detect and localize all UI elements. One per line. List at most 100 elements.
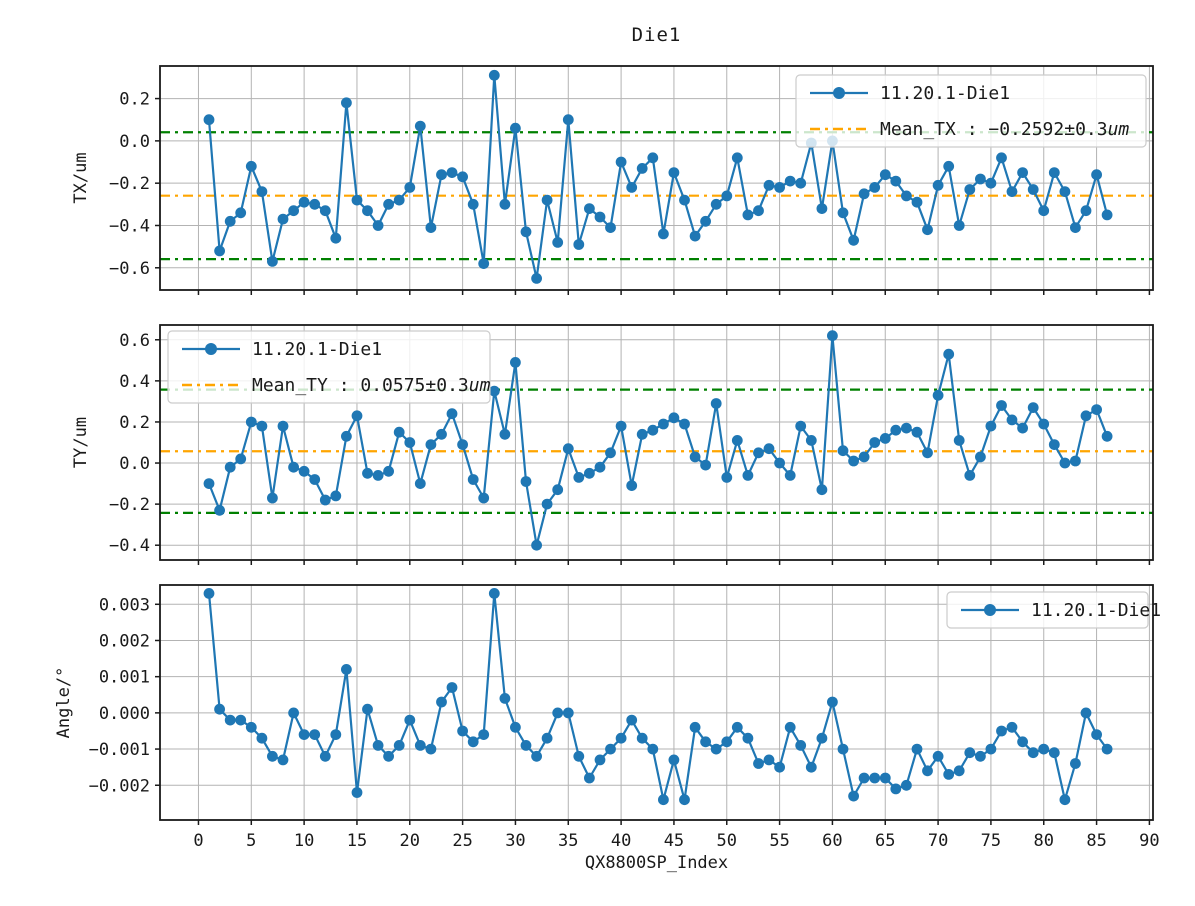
data-point-marker [848, 455, 859, 467]
data-point-marker [1006, 721, 1018, 733]
data-point-marker [911, 196, 923, 208]
data-point-marker [901, 422, 912, 434]
data-point-marker [488, 588, 500, 599]
data-point-marker [425, 743, 437, 755]
data-point-marker [245, 721, 257, 733]
data-point-marker [1027, 747, 1039, 759]
data-point-marker [436, 169, 447, 181]
legend-series-label: 11.20.1-Die1 [252, 339, 382, 360]
data-point-marker [795, 420, 807, 432]
data-point-marker [235, 207, 247, 219]
data-point-marker [784, 721, 796, 733]
data-point-marker [552, 707, 564, 719]
y-axis-label: Angle/° [54, 667, 74, 739]
data-point-marker [922, 224, 933, 236]
data-point-marker [330, 729, 342, 740]
data-point-marker [224, 714, 236, 726]
series-line [207, 334, 1109, 547]
x-tick-label: 5 [246, 831, 256, 851]
y-tick-label: 0.001 [99, 668, 150, 688]
data-point-marker [774, 457, 785, 469]
data-point-marker [573, 472, 585, 483]
axes-spines [159, 324, 1154, 561]
data-point-marker [319, 205, 331, 217]
data-point-marker [372, 740, 384, 751]
data-point-marker [436, 696, 447, 708]
data-point-marker [731, 435, 743, 446]
data-point-marker [1038, 205, 1050, 217]
data-point-marker [478, 729, 490, 740]
data-point-marker [319, 494, 331, 506]
data-point-marker [753, 447, 764, 459]
data-point-marker [404, 182, 416, 193]
axes-spines [159, 65, 1154, 291]
data-point-marker [996, 152, 1007, 164]
data-point-marker [520, 740, 532, 751]
data-point-marker [605, 222, 616, 234]
x-tick-label: 25 [452, 831, 472, 851]
data-point-marker [721, 472, 733, 483]
data-point-marker [911, 743, 923, 755]
data-point-marker [235, 714, 247, 726]
y-tick-label: −0.6 [109, 259, 150, 279]
data-point-marker [277, 420, 289, 432]
data-point-marker [383, 198, 394, 210]
data-point-marker [499, 198, 511, 210]
data-point-marker [879, 772, 891, 784]
legend-series-marker-sample [984, 604, 996, 616]
subplot-tyum: 0.6 0.4 0.2 0.0 −0.2 −0.4 TY/um 11.20.1-Die1 Mea… [71, 324, 1154, 565]
data-point-marker [309, 474, 321, 485]
x-tick-label: 10 [294, 831, 314, 851]
y-axis-label: TY/um [71, 417, 91, 468]
data-point-marker [531, 539, 542, 551]
data-point-marker [425, 222, 437, 234]
data-point-marker [562, 707, 574, 719]
data-point-marker [636, 732, 648, 744]
data-point-marker [414, 740, 426, 751]
data-point-marker [996, 400, 1007, 411]
data-point-marker [827, 330, 838, 342]
data-point-marker [615, 156, 627, 168]
data-point-marker [922, 765, 933, 777]
legend-mean-label: Mean_TX : −0.2592±0.3um [880, 119, 1129, 140]
data-point-marker [943, 160, 955, 172]
data-point-marker [457, 439, 468, 450]
data-point-marker [710, 398, 722, 409]
data-point-marker [552, 237, 564, 248]
data-point-marker [267, 256, 278, 267]
legend-mean-label: Mean_TY : 0.0575±0.3um [252, 375, 491, 396]
data-point-marker [1017, 736, 1028, 748]
data-point-marker [520, 476, 532, 487]
data-point-marker [351, 194, 363, 206]
data-point-marker [203, 114, 215, 126]
data-point-marker [467, 474, 479, 485]
data-point-marker [985, 177, 997, 189]
data-point-marker [975, 451, 986, 463]
data-point-marker [953, 435, 965, 446]
data-point-marker [478, 258, 490, 269]
data-point-marker [531, 750, 542, 762]
data-point-marker [1017, 167, 1028, 179]
data-point-marker [584, 203, 595, 215]
y-tick-label: −0.2 [109, 174, 150, 194]
data-point-marker [879, 169, 891, 181]
data-point-marker [478, 492, 490, 504]
data-point-marker [362, 703, 373, 715]
subplot-angle: 0.003 0.002 0.001 0.000 −0.001 −0.002 0 5 10 15 20… [54, 584, 1161, 873]
data-point-marker [277, 213, 289, 225]
x-tick-label: 40 [611, 831, 631, 851]
data-point-marker [964, 470, 976, 481]
x-tick-label: 0 [193, 831, 203, 851]
data-point-marker [298, 196, 310, 208]
data-point-marker [341, 97, 352, 109]
data-point-marker [784, 175, 796, 187]
y-tick-label: 0.003 [99, 595, 150, 615]
data-point-marker [869, 182, 881, 193]
data-point-marker [689, 230, 701, 242]
y-tick-label: 0.2 [119, 413, 150, 433]
data-point-marker [1080, 205, 1092, 217]
legend: 11.20.1-Die1 Mean_TX : −0.2592±0.3um [795, 74, 1147, 148]
data-point-marker [510, 357, 521, 368]
data-point-marker [932, 179, 944, 191]
data-point-marker [1080, 410, 1092, 422]
